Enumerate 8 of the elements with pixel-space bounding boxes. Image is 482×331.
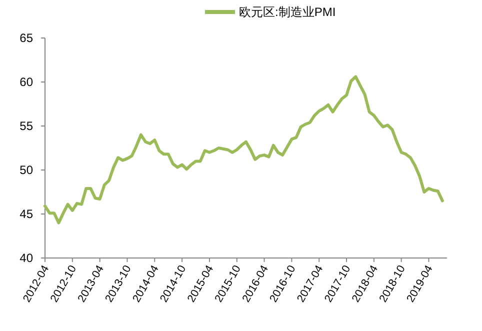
y-tick-label: 45 [20,207,34,221]
y-tick-label: 55 [20,119,34,133]
y-tick-label: 40 [20,251,34,265]
y-tick-label: 60 [20,75,34,89]
y-tick-label: 50 [20,163,34,177]
y-tick-label: 65 [20,31,34,45]
legend: 欧元区:制造业PMI [205,5,336,19]
legend-label: 欧元区:制造业PMI [239,5,336,19]
